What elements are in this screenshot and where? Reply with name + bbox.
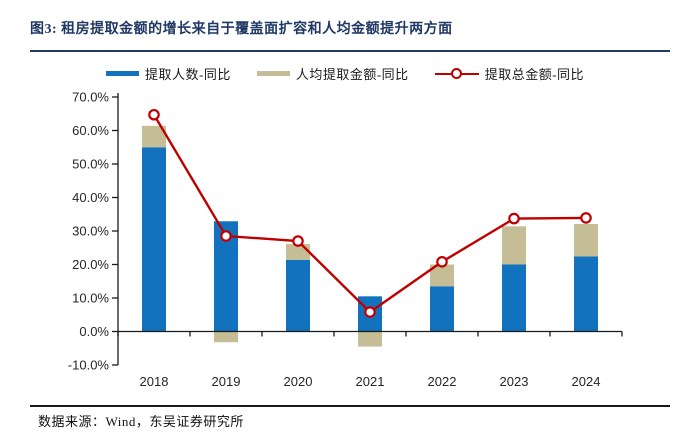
total-marker-2023 bbox=[508, 212, 520, 225]
bar-percapita-2021 bbox=[358, 331, 382, 347]
legend-item-people: 提取人数-同比 bbox=[106, 64, 231, 83]
bar-people-2022 bbox=[430, 286, 454, 332]
legend-label-total: 提取总金额-同比 bbox=[484, 67, 585, 82]
bar-percapita-2022 bbox=[430, 264, 454, 287]
bar-people-2023 bbox=[502, 264, 526, 332]
x-tick-label: 2022 bbox=[428, 374, 457, 389]
y-tick-label: 20.0% bbox=[72, 257, 109, 272]
y-tick-label: 40.0% bbox=[72, 190, 109, 205]
y-tick-label: 10.0% bbox=[72, 291, 109, 306]
bar-people-2018 bbox=[142, 147, 166, 332]
bar-percapita-2023 bbox=[502, 226, 526, 265]
legend-swatch-total-line bbox=[434, 68, 479, 79]
bar-percapita-2024 bbox=[574, 223, 598, 257]
y-tick-label: 70.0% bbox=[72, 90, 109, 105]
y-tick-label: 0.0% bbox=[79, 324, 109, 339]
bar-people-2024 bbox=[574, 256, 598, 332]
total-marker-2021 bbox=[364, 306, 376, 318]
legend-label-people: 提取人数-同比 bbox=[145, 67, 231, 82]
x-tick-label: 2019 bbox=[212, 374, 241, 389]
figure-title: 图3: 租房提取金额的增长来自于覆盖面扩容和人均金额提升两方面 bbox=[30, 22, 453, 37]
title-rule bbox=[30, 50, 670, 52]
total-marker-2019 bbox=[220, 230, 232, 242]
total-marker-2022 bbox=[436, 256, 448, 268]
bar-percapita-2019 bbox=[214, 331, 238, 343]
bar-percapita-2018 bbox=[142, 125, 166, 148]
legend-label-percapita: 人均提取金额-同比 bbox=[295, 67, 409, 82]
bar-people-2020 bbox=[286, 259, 310, 332]
total-marker-2020 bbox=[292, 235, 304, 247]
legend-circle-marker-icon bbox=[450, 68, 462, 79]
x-tick-label: 2023 bbox=[500, 374, 529, 389]
footer-rule bbox=[30, 405, 670, 407]
y-tick-label: 60.0% bbox=[72, 123, 109, 138]
legend-item-total: 提取总金额-同比 bbox=[434, 64, 585, 83]
legend-swatch-percapita-bar bbox=[256, 71, 290, 76]
x-tick-label: 2021 bbox=[356, 374, 385, 389]
y-tick-label: 30.0% bbox=[72, 224, 109, 239]
y-tick-label: -10.0% bbox=[68, 358, 110, 373]
total-marker-2024 bbox=[580, 212, 592, 224]
x-tick-label: 2018 bbox=[140, 374, 169, 389]
legend-swatch-people-bar bbox=[106, 71, 139, 76]
total-marker-2018 bbox=[148, 108, 160, 121]
y-tick-label: 50.0% bbox=[72, 157, 109, 172]
legend-item-percapita: 人均提取金额-同比 bbox=[256, 64, 409, 83]
chart-legend: 提取人数-同比 人均提取金额-同比 提取总金额-同比 bbox=[106, 64, 584, 83]
x-tick-label: 2024 bbox=[572, 374, 601, 389]
x-tick-label: 2020 bbox=[284, 374, 313, 389]
data-source: 数据来源：Wind，东吴证券研究所 bbox=[38, 414, 244, 429]
